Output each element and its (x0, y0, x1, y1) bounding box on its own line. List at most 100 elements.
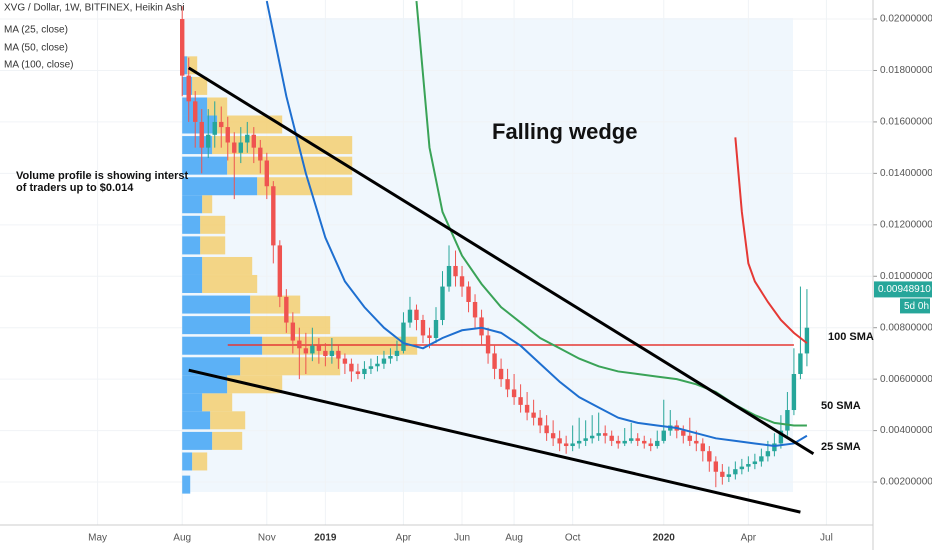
candle-body (375, 363, 380, 367)
x-tick-label: Oct (565, 533, 581, 544)
candle-body (531, 412, 536, 418)
candle-body (258, 147, 263, 161)
candle-body (349, 363, 354, 372)
candle-body (505, 379, 510, 390)
candle-body (602, 433, 608, 436)
x-tick-label: 2020 (653, 533, 676, 544)
candle-body (563, 443, 569, 447)
candle-body (791, 374, 797, 411)
candle-body (277, 245, 283, 297)
chart-title: XVG / Dollar, 1W, BITFINEX, Heikin Ashi (4, 3, 185, 14)
volume-up (182, 156, 228, 175)
y-tick-label: 0.00800000 (880, 322, 932, 333)
annotation: 100 SMA (828, 331, 874, 343)
y-tick-label: 0.01600000 (880, 117, 932, 128)
candle-body (785, 410, 790, 431)
candle-body (219, 121, 224, 128)
candle-body (362, 368, 367, 375)
candle-body (681, 430, 686, 436)
candle-body (707, 451, 712, 462)
y-tick-label: 0.00200000 (880, 477, 932, 488)
candle-body (720, 471, 725, 477)
candle-body (583, 438, 588, 441)
volume-up (182, 256, 203, 275)
candle-body (446, 265, 452, 287)
candle-body (778, 430, 784, 444)
moving-average (265, 0, 808, 448)
candle-body (492, 353, 497, 369)
candle-body (297, 340, 302, 349)
x-tick-label: May (88, 533, 107, 544)
candle-body (726, 474, 732, 477)
moving-average (734, 137, 808, 344)
candle-body (199, 121, 204, 148)
x-tick-label: Apr (396, 533, 412, 544)
legend-entry: MA (100, close) (4, 60, 73, 71)
candle-body (694, 440, 699, 444)
y-tick-label: 0.01800000 (880, 65, 932, 76)
volume-down (192, 452, 208, 471)
candle-body (524, 404, 530, 413)
candle-body (570, 443, 575, 447)
y-tick-label: 0.00400000 (880, 425, 932, 436)
candle-body (733, 469, 738, 475)
candle-body (186, 75, 191, 102)
candle-body (576, 440, 582, 444)
y-tick-label: 0.01200000 (880, 219, 932, 230)
candle-body (212, 121, 217, 135)
y-tick-label: 0.02000000 (880, 14, 932, 25)
volume-down (240, 357, 341, 376)
volume-down (212, 431, 243, 450)
candle-body (713, 461, 719, 472)
volume-down (187, 56, 198, 75)
candle-body (355, 371, 361, 375)
candle-body (700, 443, 706, 452)
volume-down (227, 156, 353, 175)
last-price-label: 0.00948910 (878, 284, 931, 295)
candle-body (193, 101, 198, 122)
x-tick-label: Jun (454, 533, 470, 544)
candle-body (622, 440, 627, 444)
candle-body (323, 350, 328, 357)
volume-down (192, 76, 208, 95)
candle-body (225, 127, 230, 143)
candle-body (303, 348, 309, 354)
candle-body (616, 440, 621, 444)
candle-body (589, 435, 595, 439)
candle-body (765, 451, 771, 457)
candle-body (485, 335, 491, 354)
candle-body (388, 356, 393, 359)
candle-body (310, 345, 315, 354)
x-tick-label: Jul (820, 533, 833, 544)
candle-body (466, 286, 471, 302)
volume-up (182, 56, 188, 75)
candle-body (368, 366, 374, 369)
volume-down (210, 411, 246, 430)
candle-body (798, 353, 803, 375)
volume-up (182, 236, 201, 255)
volume-down (202, 195, 213, 214)
volume-up (182, 215, 201, 234)
legend-entry: MA (50, close) (4, 43, 68, 54)
candle-body (655, 440, 660, 447)
volume-up (182, 452, 193, 471)
candle-body (759, 456, 764, 462)
candle-body (290, 322, 296, 341)
volume-down (250, 295, 301, 314)
candle-body (238, 142, 243, 153)
countdown-box (900, 298, 930, 314)
candle-body (752, 461, 758, 465)
volume-up (182, 336, 263, 355)
candle-body (472, 301, 478, 318)
last-price-box (874, 281, 932, 298)
trend-line (187, 66, 815, 456)
candle-body (459, 276, 465, 287)
countdown-label: 5d 0h (904, 301, 929, 312)
volume-up (182, 431, 213, 450)
candle-body (479, 317, 484, 336)
candle-body (271, 186, 276, 246)
candle-body (420, 319, 426, 336)
x-tick-label: Aug (505, 533, 523, 544)
candle-body (635, 438, 640, 441)
